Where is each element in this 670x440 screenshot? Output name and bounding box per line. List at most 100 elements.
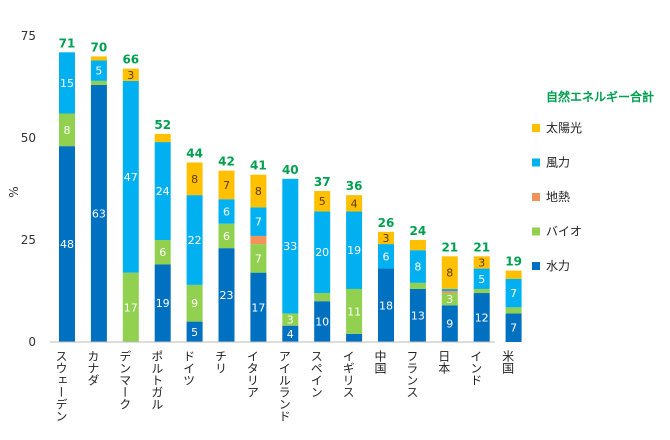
bar-segment — [59, 52, 75, 114]
bar-segment — [473, 293, 490, 342]
bar-data-label: 5 — [95, 65, 102, 78]
bar-data-label: 3 — [478, 256, 485, 269]
bar-segment — [282, 178, 299, 314]
bar-segment — [90, 84, 107, 343]
bar-segment — [250, 174, 267, 208]
bar-segment — [282, 313, 299, 326]
y-axis-label: % — [7, 186, 21, 197]
bar-data-label: 5 — [191, 326, 198, 339]
bar-segment — [378, 244, 394, 269]
bar-segment — [409, 240, 426, 251]
x-category-label: ポルトガル — [150, 350, 164, 410]
legend-label: 太陽光 — [546, 120, 582, 135]
x-category-label: イギリス — [341, 350, 355, 398]
bar-segment — [154, 240, 171, 265]
bar-segment — [314, 293, 331, 302]
bar-segment — [186, 321, 203, 342]
bar-segment — [59, 113, 75, 147]
legend-label: 水力 — [546, 259, 570, 273]
bar-data-label: 47 — [124, 171, 138, 184]
bar-total-label: 42 — [218, 155, 235, 169]
bar-segment — [90, 56, 107, 61]
bar-data-label: 63 — [92, 207, 106, 220]
bar-segment — [154, 142, 171, 240]
bar-segment — [314, 211, 331, 294]
bar-data-label: 18 — [379, 299, 393, 312]
bar-total-label: 41 — [250, 159, 267, 173]
y-tick-label: 0 — [28, 335, 36, 349]
bar-data-label: 7 — [255, 252, 262, 265]
x-category-label: イタリア — [245, 350, 259, 398]
bar-data-label: 19 — [347, 244, 361, 257]
bar-segment — [409, 282, 426, 289]
legend-label: バイオ — [546, 225, 582, 239]
bar-data-label: 7 — [510, 322, 517, 335]
x-axis-categories: スウェーデン カナダ デンマーク ポルトガル ドイツ チリ イタリア アイルランド スペイン イギ… — [54, 349, 515, 422]
bar-total-label: 40 — [282, 163, 299, 177]
bar-segment — [441, 293, 458, 306]
bar-segment — [505, 313, 522, 342]
bar-total-label: 36 — [346, 179, 363, 193]
bar-segment — [505, 307, 522, 314]
x-category-label: スペイン — [309, 350, 323, 398]
y-tick-label: 75 — [21, 29, 36, 43]
x-category-label: 中国 — [373, 349, 387, 374]
x-category-label: ドイツ — [182, 350, 196, 386]
bar-data-label: 8 — [255, 185, 262, 198]
bar-data-label: 12 — [475, 312, 489, 325]
bar-segment — [378, 268, 394, 342]
legend-label: 地熱 — [546, 190, 570, 204]
x-category-label: 日本 — [437, 350, 451, 375]
x-category-label: インド — [469, 350, 483, 386]
bar-data-label: 48 — [60, 238, 74, 251]
bar-data-label: 19 — [156, 297, 170, 310]
y-tick-label: 25 — [21, 233, 36, 247]
bar-segment — [441, 288, 458, 291]
bar-segment — [505, 278, 522, 308]
bar-total-label: 37 — [314, 175, 331, 189]
legend-swatch — [532, 193, 540, 201]
bar-data-label: 6 — [223, 205, 230, 218]
bar-data-label: 3 — [446, 293, 453, 306]
bar-data-label: 8 — [446, 267, 453, 280]
bar-segment — [409, 250, 426, 283]
bar-total-label: 52 — [154, 118, 171, 132]
legend-swatch — [532, 262, 540, 270]
bar-data-label: 11 — [347, 305, 361, 318]
legend-swatch — [532, 227, 540, 236]
x-category-label: 米国 — [501, 350, 515, 374]
bar-data-label: 6 — [383, 250, 390, 263]
y-axis: 0 25 50 75 — [21, 29, 36, 349]
bar-segment — [346, 211, 363, 289]
bar-segment — [250, 272, 267, 342]
bar-segment — [186, 284, 203, 322]
bar-segment — [90, 60, 107, 81]
bar-total-label: 21 — [473, 240, 490, 254]
bar-data-label: 17 — [251, 301, 265, 314]
bar-segment — [154, 264, 171, 342]
bar-segment — [473, 268, 490, 289]
x-category-label: デンマーク — [118, 350, 132, 410]
bar-segment — [90, 80, 107, 85]
bar-segment — [314, 301, 331, 342]
bar-data-label: 6 — [159, 246, 166, 259]
bar-total-label: 26 — [378, 216, 395, 230]
bar-segment — [122, 80, 139, 273]
bar-total-label: 66 — [122, 53, 139, 67]
bar-total-label: 21 — [441, 240, 458, 254]
bar-data-label: 3 — [383, 232, 390, 245]
x-category-label: アイルランド — [277, 350, 291, 422]
bar-data-label: 4 — [351, 197, 358, 210]
bar-data-label: 8 — [414, 261, 421, 274]
bar-total-label: 19 — [505, 255, 522, 269]
bar-segment — [346, 288, 363, 334]
legend-swatch — [532, 124, 540, 132]
bar-data-label: 23 — [220, 289, 234, 302]
x-category-label: フランス — [405, 350, 419, 398]
bar-data-label: 3 — [127, 69, 134, 82]
bar-data-label: 24 — [156, 185, 170, 198]
bar-data-label: 5 — [319, 195, 326, 208]
bar-segment — [282, 325, 299, 342]
